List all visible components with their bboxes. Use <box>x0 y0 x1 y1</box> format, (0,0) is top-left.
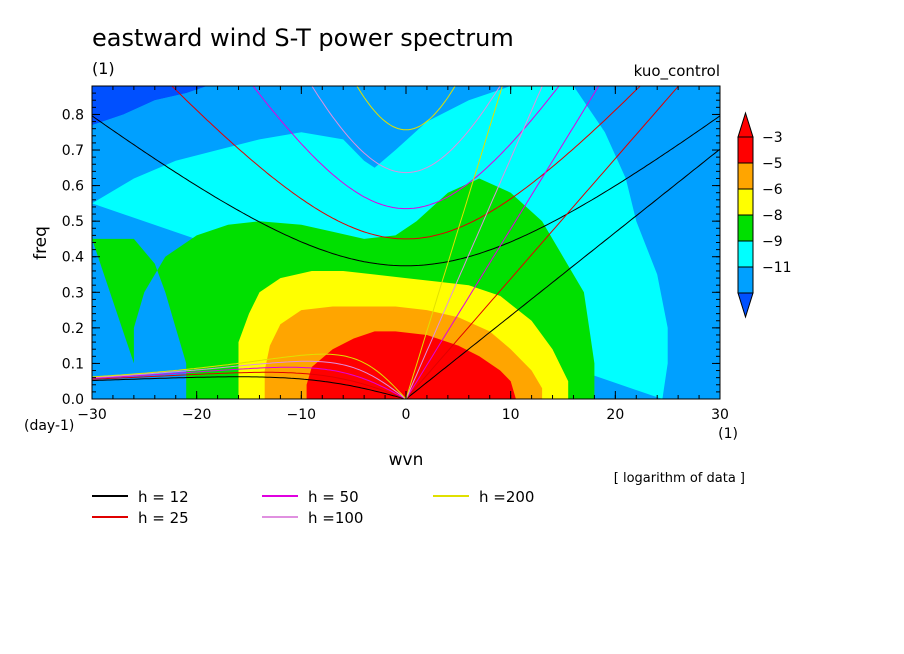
chart-title: eastward wind S-T power spectrum <box>92 24 514 52</box>
kelvin-curve-h25 <box>405 86 680 399</box>
x-tick-label: 0 <box>402 407 411 423</box>
inertia-gravity-curve-h12 <box>92 115 720 267</box>
y-tick-label: 0.6 <box>62 179 84 195</box>
colorbar-segment <box>737 266 754 294</box>
colorbar-label: −8 <box>762 208 783 224</box>
x-tick-label: −20 <box>182 407 212 423</box>
colorbar-segment <box>737 162 754 190</box>
legend-label: h = 12 <box>138 488 189 506</box>
x-axis-label: wvn <box>389 450 424 470</box>
colorbar-under-arrow <box>737 292 754 319</box>
kelvin-curve-h50 <box>405 86 600 399</box>
data-note: [ logarithm of data ] <box>614 471 745 486</box>
colorbar-label: −3 <box>762 130 783 146</box>
x-tick-label: 30 <box>711 407 729 423</box>
kelvin-curve-h100 <box>405 86 543 399</box>
y-tick-label: 0.8 <box>62 107 84 123</box>
y-tick-label: 0.7 <box>62 143 84 159</box>
rossby-curve-h25 <box>92 371 407 399</box>
legend-label: h = 50 <box>308 488 359 506</box>
x-tick-label: −10 <box>287 407 317 423</box>
y-tick-label: 0.5 <box>62 214 84 230</box>
rossby-curve-h50 <box>92 366 407 399</box>
level-minus3 <box>306 331 516 399</box>
colorbar-label: −11 <box>762 260 792 276</box>
y-tick-label: 0.0 <box>62 392 84 408</box>
legend-label: h =100 <box>308 509 363 527</box>
kelvin-curve-h12 <box>405 148 720 399</box>
x-tick-label: −30 <box>77 407 107 423</box>
colorbar-over-arrow <box>737 111 754 138</box>
x-unit: (1) <box>718 426 738 442</box>
colorbar-label: −5 <box>762 156 783 172</box>
legend-label: h =200 <box>479 488 534 506</box>
colorbar-segment <box>737 136 754 164</box>
chart-subtitle: kuo_control <box>634 62 720 81</box>
inertia-gravity-curve-h50 <box>252 86 560 210</box>
colorbar-segment <box>737 188 754 216</box>
x-tick-label: 10 <box>502 407 520 423</box>
colorbar-segment <box>737 214 754 242</box>
rossby-curve-h100 <box>92 360 407 399</box>
inertia-gravity-curve-h25 <box>171 86 641 240</box>
colorbar-label: −6 <box>762 182 783 198</box>
y-tick-label: 0.1 <box>62 356 84 372</box>
colorbar-label: −9 <box>762 234 783 250</box>
colorbar-segment <box>737 240 754 268</box>
level-below-minus11 <box>92 86 208 126</box>
kelvin-curve-h200 <box>405 86 503 399</box>
inertia-gravity-curve-h200 <box>356 86 456 131</box>
y-tick-label: 0.4 <box>62 250 84 266</box>
y-unit-top: (1) <box>92 59 115 78</box>
legend-label: h = 25 <box>138 509 189 527</box>
rossby-curve-h200 <box>92 353 407 399</box>
inertia-gravity-curve-h100 <box>311 86 501 174</box>
rossby-curve-h12 <box>92 376 407 399</box>
y-tick-label: 0.3 <box>62 285 84 301</box>
x-tick-label: 20 <box>606 407 624 423</box>
y-axis-label: freq <box>31 226 51 260</box>
y-unit-bottom: (day-1) <box>24 418 74 434</box>
y-tick-label: 0.2 <box>62 321 84 337</box>
